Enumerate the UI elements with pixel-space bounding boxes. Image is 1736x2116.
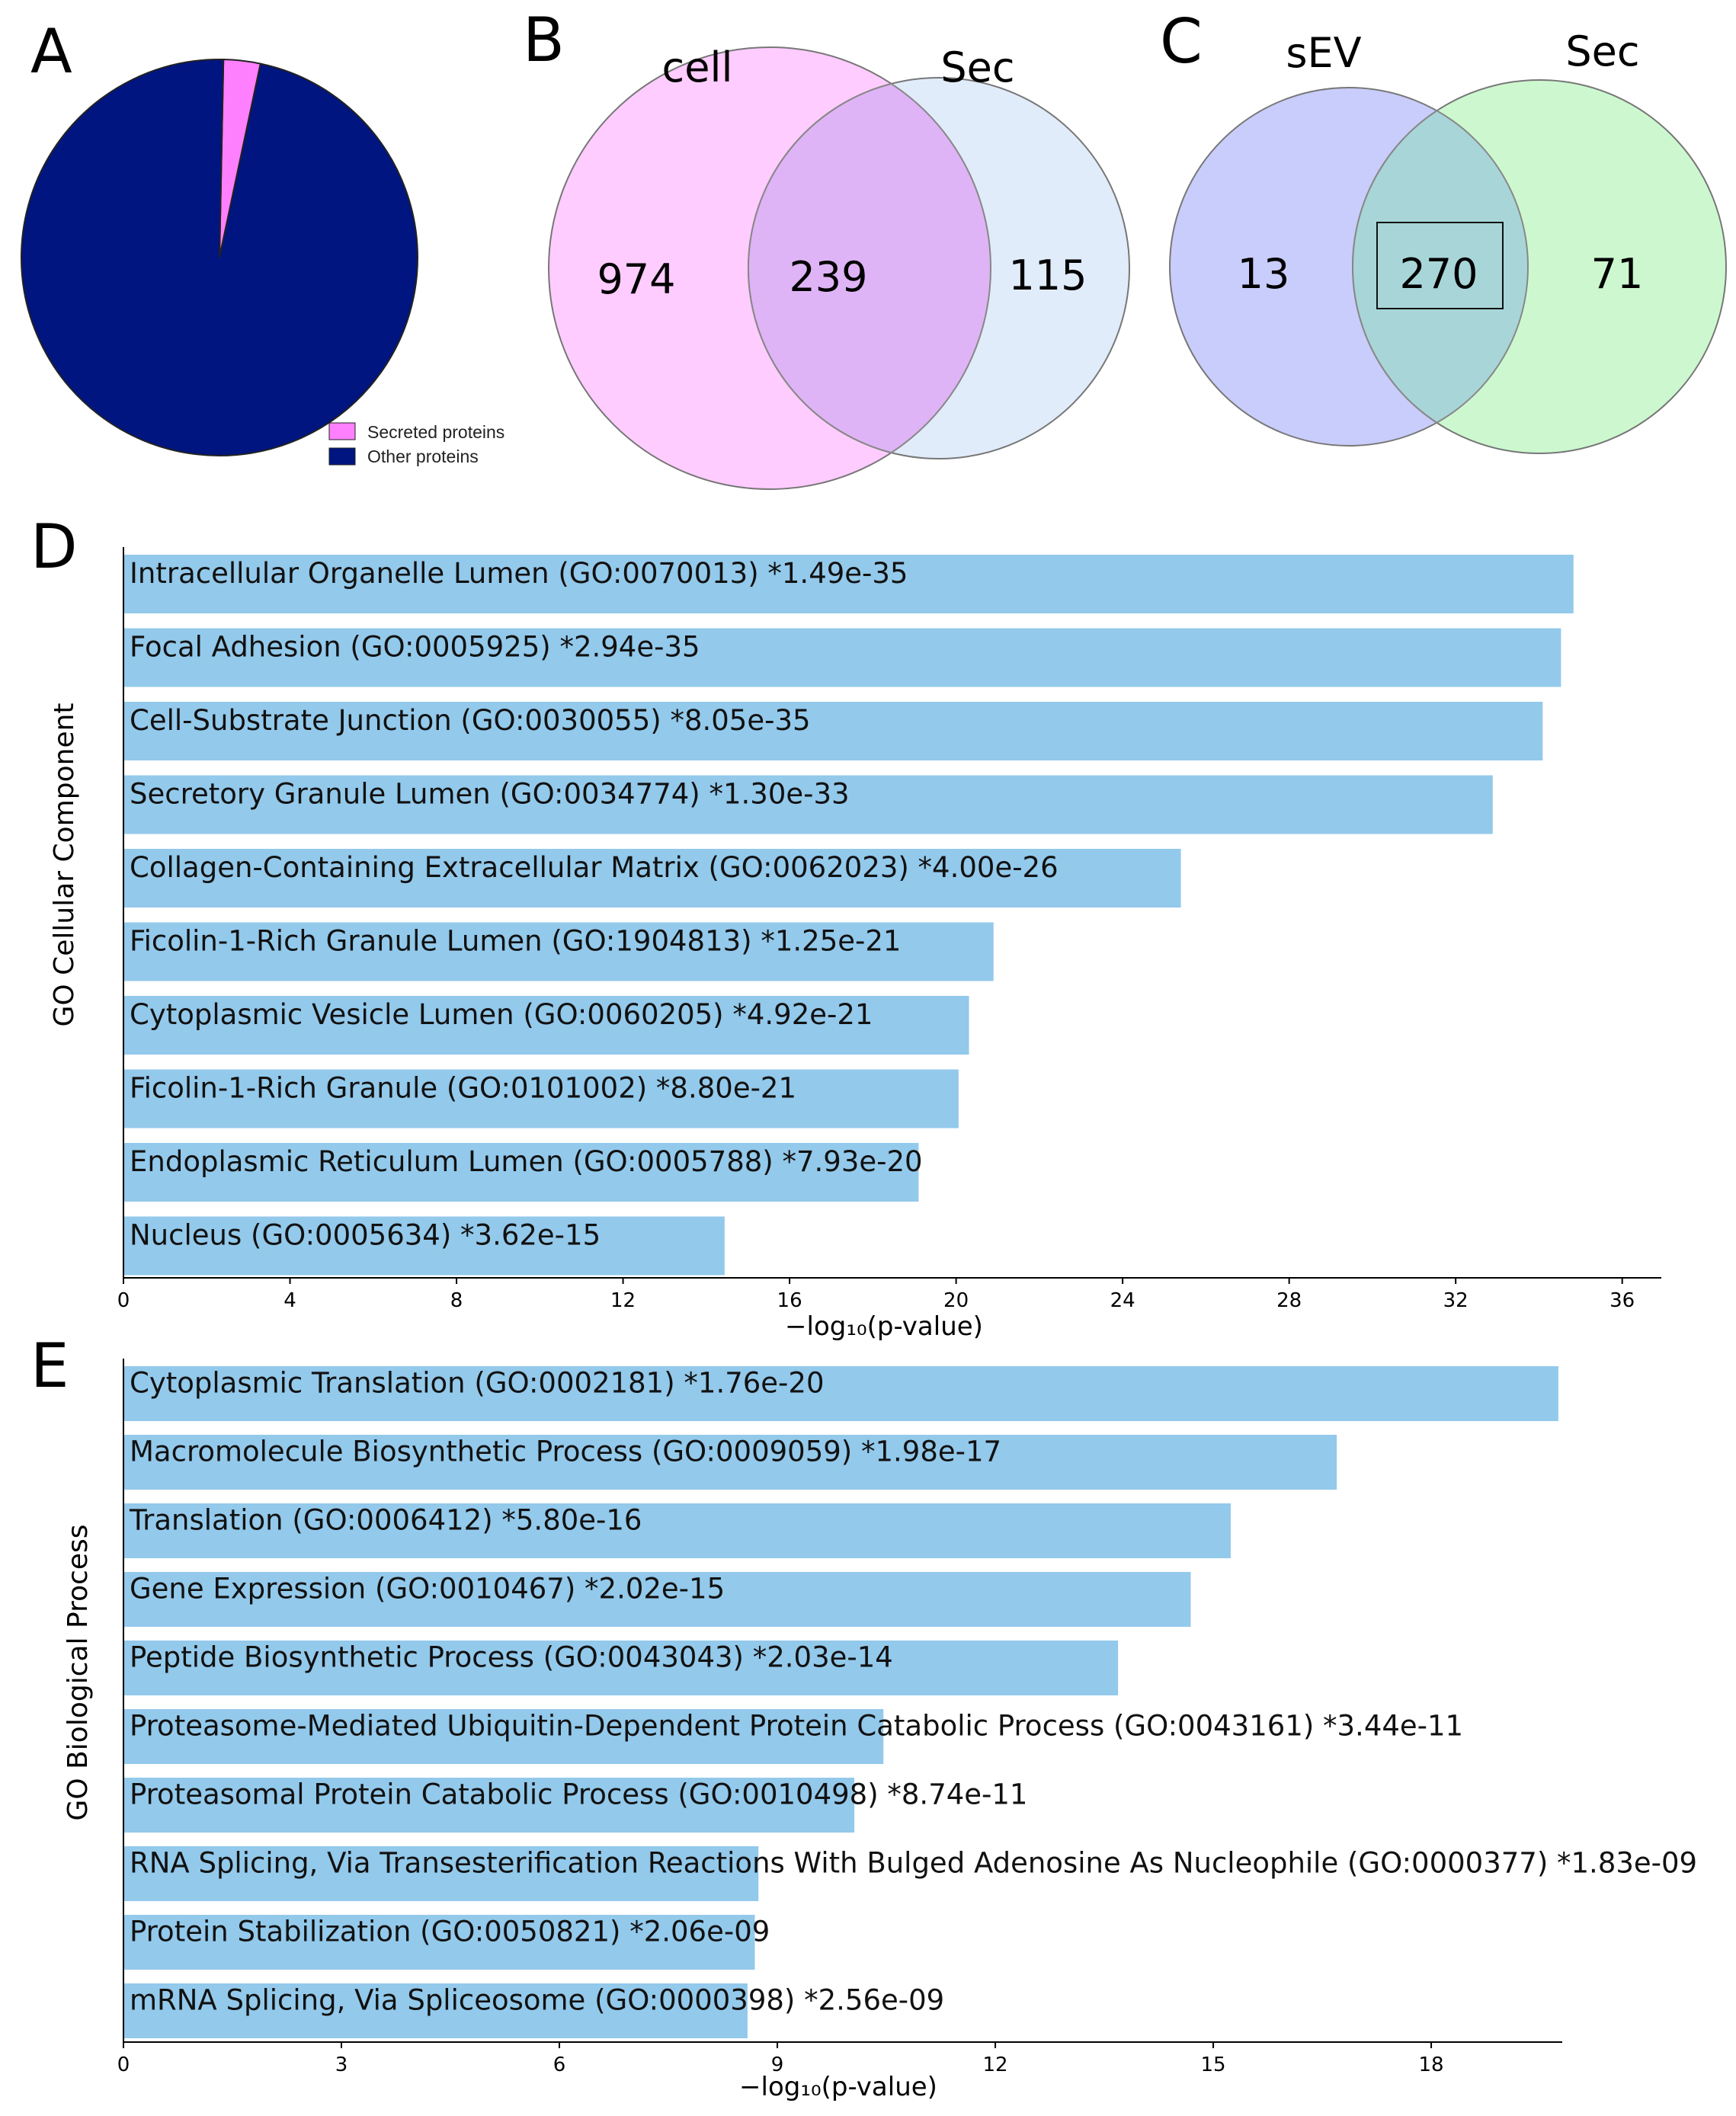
bp-bar-10 [123,1983,748,2038]
venn-c-highlight-box [1376,222,1504,309]
bp-bar-9 [123,1915,755,1970]
legend-label-secreted: Secreted proteins [367,422,504,442]
panel-d-letter: D [30,511,78,582]
cc-x-tick-label-20: 20 [943,1289,969,1312]
cc-bar-label-6: Ficolin-1-Rich Granule Lumen (GO:1904813… [130,924,901,957]
bp-bar-label-1: Cytoplasmic Translation (GO:0002181) *1.… [130,1367,825,1400]
cc-x-tick-label-0: 0 [117,1289,130,1312]
cc-x-tick-label-16: 16 [777,1289,802,1312]
bp-bar-label-7: Proteasomal Protein Catabolic Process (G… [130,1778,1027,1811]
panel-d-x-axis: 0 4 8 12 16 20 24 28 32 36 [117,547,1661,1312]
cc-bar-6 [123,922,994,981]
venn-c-title-sec: Sec [1565,27,1639,75]
cc-x-tick-label-32: 32 [1443,1289,1469,1312]
bp-bar-label-9: Protein Stabilization (GO:0050821) *2.06… [130,1916,770,1948]
cc-bar-10 [123,1216,725,1276]
venn-b-overlap-region [748,82,991,454]
cc-bar-3 [123,702,1543,760]
legend-swatch-other [328,447,356,466]
bp-bar-8 [123,1846,759,1901]
panel-d: D GO Cellular Component Intracellular Or… [30,511,1661,1342]
cc-x-tick-label-4: 4 [283,1289,296,1312]
venn-b-title-sec: Sec [940,43,1014,91]
bp-x-tick-label-12: 12 [982,2054,1007,2076]
cc-x-tick-label-36: 36 [1609,1289,1635,1312]
cc-bar-label-1: Intracellular Organelle Lumen (GO:007001… [130,557,908,590]
bp-bar-label-5: Peptide Biosynthetic Process (GO:0043043… [130,1641,893,1674]
bp-bar-1 [123,1366,1558,1421]
bp-bar-4 [123,1572,1191,1627]
bp-bar-3 [123,1503,1231,1558]
pie-slice-other [21,59,418,456]
cc-x-tick-label-12: 12 [610,1289,636,1312]
pie-chart [21,59,418,456]
panel-e-x-axis: 0 3 6 9 12 15 18 [117,1359,1562,2076]
cc-bar-4 [123,775,1493,834]
legend-swatch-secreted [328,422,356,440]
bp-bar-label-8: RNA Splicing, Via Transesterification Re… [130,1847,1697,1880]
venn-c-title-sev: sEV [1286,29,1361,77]
panel-d-y-axis-label: GO Cellular Component [49,703,80,1026]
cc-bar-label-9: Endoplasmic Reticulum Lumen (GO:0005788)… [130,1145,923,1178]
cc-bar-9 [123,1143,919,1202]
pie-legend: Secreted proteins Other proteins [328,422,504,466]
bp-x-tick-label-0: 0 [117,2054,130,2076]
bp-bar-label-10: mRNA Splicing, Via Spliceosome (GO:00003… [130,1984,944,2017]
bp-x-tick-label-15: 15 [1201,2054,1226,2076]
venn-c-overlap-region [1352,110,1529,424]
cc-bar-8 [123,1069,959,1128]
panel-d-bars: Intracellular Organelle Lumen (GO:007001… [123,555,1574,1276]
panel-c-letter: C [1160,6,1203,77]
bp-x-tick-label-9: 9 [771,2054,784,2076]
venn-b-count-cell-only: 974 [597,255,675,303]
bp-bar-6 [123,1709,884,1764]
venn-c-count-both: 270 [1399,250,1478,298]
bp-bar-5 [123,1641,1119,1695]
cc-bar-label-10: Nucleus (GO:0005634) *3.62e-15 [130,1218,601,1251]
panel-d-x-axis-label: −log₁₀(p-value) [785,1311,983,1342]
bp-bar-label-2: Macromolecule Biosynthetic Process (GO:0… [130,1436,1001,1468]
cc-bar-label-3: Cell-Substrate Junction (GO:0030055) *8.… [130,704,811,737]
cc-bar-2 [123,628,1561,687]
panel-e-y-axis-label: GO Biological Process [62,1524,94,1820]
cc-x-tick-label-24: 24 [1110,1289,1135,1312]
cc-x-tick-label-8: 8 [450,1289,463,1312]
panel-e-bars: Cytoplasmic Translation (GO:0002181) *1.… [123,1366,1697,2038]
bp-bar-label-4: Gene Expression (GO:0010467) *2.02e-15 [130,1573,725,1605]
cc-bar-7 [123,996,969,1055]
panel-b-letter: B [523,5,565,75]
panel-e-x-axis-label: −log₁₀(p-value) [739,2072,937,2102]
venn-b-count-both: 239 [789,253,867,301]
venn-b-title-cell: cell [662,43,733,91]
cc-bar-label-2: Focal Adhesion (GO:0005925) *2.94e-35 [130,630,700,663]
bp-bar-7 [123,1778,855,1833]
bp-x-tick-label-6: 6 [553,2054,566,2076]
cc-bar-1 [123,555,1574,613]
cc-bar-label-8: Ficolin-1-Rich Granule (GO:0101002) *8.8… [130,1071,796,1104]
panel-c: C sEV Sec 13 270 71 [1160,6,1727,454]
bp-x-tick-label-18: 18 [1419,2054,1444,2076]
cc-x-tick-label-28: 28 [1276,1289,1302,1312]
cc-bar-label-5: Collagen-Containing Extracellular Matrix… [130,851,1059,884]
panel-a-letter: A [30,16,72,87]
bp-bar-2 [123,1435,1337,1490]
cc-bar-label-7: Cytoplasmic Vesicle Lumen (GO:0060205) *… [130,998,873,1031]
bp-bar-label-3: Translation (GO:0006412) *5.80e-16 [129,1504,642,1537]
panel-a: A Secreted proteins Other proteins [21,16,504,466]
cc-bar-5 [123,849,1181,908]
panel-e: E GO Biological Process Cytoplasmic Tran… [30,1330,1697,2102]
venn-c-count-sev-only: 13 [1238,250,1290,298]
panel-b: B cell Sec 974 239 115 [523,5,1130,490]
bp-x-tick-label-3: 3 [335,2054,348,2076]
cc-bar-label-4: Secretory Granule Lumen (GO:0034774) *1.… [130,777,850,810]
legend-label-other: Other proteins [367,447,479,466]
venn-b-count-sec-only: 115 [1008,251,1087,299]
venn-c-count-sec-only: 71 [1591,250,1644,298]
bp-bar-label-6: Proteasome-Mediated Ubiquitin-Dependent … [130,1710,1463,1743]
panel-e-letter: E [30,1330,69,1401]
